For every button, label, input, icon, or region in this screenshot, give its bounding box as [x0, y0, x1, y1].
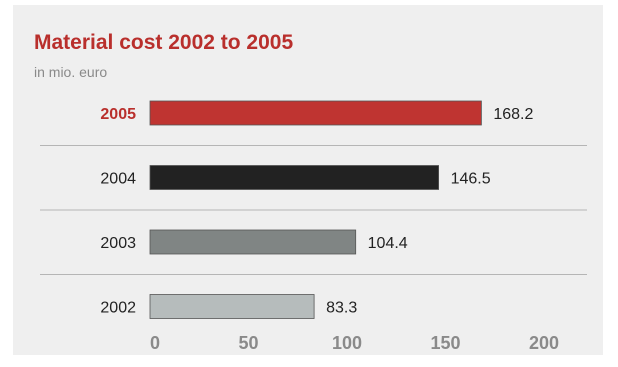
category-label-2004: 2004 — [100, 171, 136, 188]
bar-2002 — [149, 294, 315, 319]
value-label-2003: 104.4 — [368, 235, 408, 252]
x-tick-label-0: 0 — [150, 333, 160, 353]
bar-2004 — [149, 165, 440, 190]
category-label-2003: 2003 — [100, 235, 136, 252]
category-label-2005: 2005 — [100, 106, 136, 123]
x-axis-tick-labels: 0 50 100 150 200 — [150, 333, 559, 353]
value-labels: 168.2 146.5 104.4 83.3 — [326, 106, 533, 317]
bar-2005 — [149, 100, 482, 126]
x-tick-label-100: 100 — [332, 333, 362, 353]
value-label-2005: 168.2 — [493, 106, 533, 123]
category-label-2002: 2002 — [100, 300, 136, 317]
category-labels: 2005 2004 2003 2002 — [100, 106, 136, 317]
value-label-2004: 146.5 — [451, 171, 491, 188]
bars — [149, 100, 482, 319]
row-separators — [40, 145, 587, 275]
x-tick-label-200: 200 — [529, 333, 559, 353]
value-label-2002: 83.3 — [326, 300, 357, 317]
x-tick-label-150: 150 — [430, 333, 460, 353]
bar-2003 — [149, 229, 357, 255]
x-tick-label-50: 50 — [238, 333, 258, 353]
chart-subtitle: in mio. euro — [34, 64, 108, 80]
chart-title: Material cost 2002 to 2005 — [34, 31, 294, 54]
